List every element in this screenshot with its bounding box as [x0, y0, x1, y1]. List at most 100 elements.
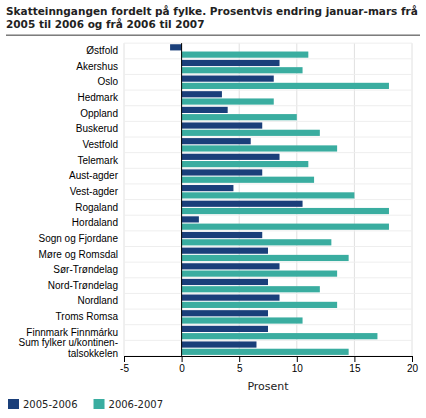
category-separator	[124, 43, 412, 44]
bar	[182, 122, 263, 128]
chart: Skatteinngangen fordelt på fylke. Prosen…	[0, 0, 426, 418]
bar	[182, 201, 303, 207]
bar	[182, 232, 263, 238]
bar	[182, 224, 389, 230]
bar	[182, 286, 320, 292]
y-tick: Oslo	[97, 76, 124, 87]
x-tick-mark	[124, 356, 125, 362]
y-tick-label: Troms Romsa	[56, 311, 119, 322]
title: Skatteinngangen fordelt på fylke. Prosen…	[6, 5, 418, 31]
y-tick-label: Østfold	[86, 45, 118, 56]
x-tick-label: 5	[237, 363, 243, 374]
y-tick-label: Aust-agder	[69, 170, 119, 181]
bar	[182, 161, 309, 167]
bar	[182, 248, 268, 254]
bar	[182, 271, 338, 277]
bar	[182, 98, 274, 104]
category-separator	[124, 137, 412, 138]
y-tick: Østfold	[86, 45, 124, 56]
legend-label: 2005-2006	[23, 399, 78, 410]
category-separator	[124, 293, 412, 294]
bar	[182, 154, 280, 160]
legend-item: 2006-2007	[94, 399, 164, 410]
plot: -505101520ØstfoldAkershusOsloHedmarkOppl…	[19, 43, 419, 374]
legend-swatch	[94, 399, 105, 409]
bar	[182, 145, 338, 151]
x-tick: -5	[120, 356, 129, 374]
bar	[182, 208, 389, 214]
y-tick: Møre og Romsdal	[39, 249, 124, 260]
y-tick: Akershus	[76, 61, 124, 72]
y-tick-label: Buskerud	[76, 123, 118, 134]
y-tick-label: Sum fylker u/kontinen-talsokkelen	[19, 337, 119, 359]
bar	[182, 91, 222, 97]
category-separator	[124, 152, 412, 153]
y-tick-label: Telemark	[77, 155, 119, 166]
bar	[182, 138, 251, 144]
category-separator	[124, 277, 412, 278]
y-tick-label: Oppland	[80, 108, 118, 119]
category-separator	[124, 246, 412, 247]
grid	[124, 43, 412, 356]
x-tick-mark	[354, 356, 355, 362]
y-tick-label: Hordaland	[72, 217, 118, 228]
y-tick: Hedmark	[77, 92, 124, 103]
x-tick-label: -5	[120, 363, 129, 374]
series	[182, 52, 389, 355]
bar	[182, 263, 280, 269]
bar	[182, 114, 297, 120]
x-tick-label: 0	[179, 363, 185, 374]
bar	[182, 302, 338, 308]
bar	[182, 130, 320, 136]
x-tick-label: 15	[349, 363, 361, 374]
bar	[182, 317, 303, 323]
y-tick-label: Vest-agder	[70, 186, 119, 197]
y-tick: Troms Romsa	[56, 311, 124, 322]
bar	[170, 44, 182, 50]
legend-swatch	[8, 399, 19, 409]
bar	[182, 216, 199, 222]
bar	[182, 341, 257, 347]
bar	[182, 169, 263, 175]
y-tick-label: Sør-Trøndelag	[53, 264, 118, 275]
category-separator	[124, 105, 412, 106]
x-tick-mark	[412, 356, 413, 362]
y-tick-label-line: Sum fylker u/kontinen-	[19, 337, 119, 348]
category-separator	[124, 58, 412, 59]
y-axis: Østfold Akershus Oslo Hedmark Oppland Buskeru…	[19, 45, 125, 359]
bar	[182, 185, 234, 191]
bar	[182, 295, 280, 301]
bar	[182, 107, 228, 113]
legend-label: 2006-2007	[109, 399, 164, 410]
y-tick: Rogaland	[75, 202, 124, 213]
bar	[182, 83, 389, 89]
x-tick: 5	[237, 356, 243, 374]
y-tick-label: Nordland	[77, 295, 118, 306]
y-tick: Aust-agder	[69, 170, 124, 181]
legend-item: 2005-2006	[8, 399, 78, 410]
y-tick: Nordland	[77, 295, 124, 306]
bar	[182, 239, 332, 245]
x-axis-line	[125, 357, 413, 363]
y-tick: Sogn og Fjordane	[38, 233, 124, 244]
x-axis-title: Prosent	[247, 380, 289, 393]
category-separator	[124, 121, 412, 122]
x-tick-mark	[297, 356, 298, 362]
y-tick: Vestfold	[82, 139, 124, 150]
bar	[182, 52, 309, 58]
bar	[182, 349, 349, 355]
title-rule	[6, 35, 420, 36]
bar	[182, 76, 274, 82]
category-separator	[124, 262, 412, 263]
y-tick: Buskerud	[76, 123, 124, 134]
bar	[182, 326, 268, 332]
y-tick: Hordaland	[72, 217, 124, 228]
bar	[182, 333, 378, 339]
x-axis: -505101520	[120, 356, 418, 374]
x-tick: 0	[179, 356, 185, 374]
separators	[124, 43, 412, 356]
y-tick-label: Møre og Romsdal	[39, 249, 118, 260]
category-separator	[124, 230, 412, 231]
title-line: 2005 til 2006 og frå 2006 til 2007	[6, 18, 204, 30]
category-separator	[124, 183, 412, 184]
